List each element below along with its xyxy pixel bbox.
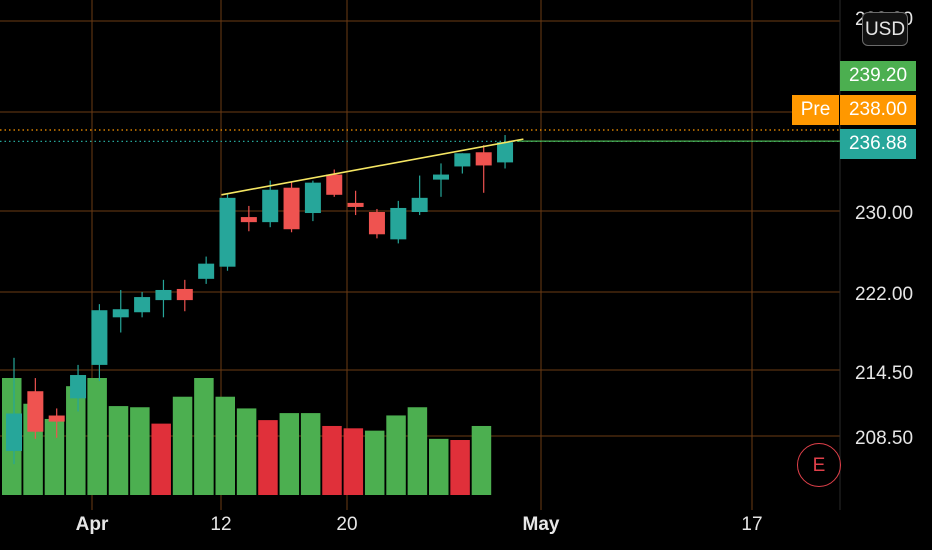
candle-body	[411, 197, 428, 213]
x-axis-tick-label: May	[523, 514, 560, 535]
trendline-segment	[221, 138, 524, 196]
volume-bar	[151, 423, 171, 495]
volume-bar	[108, 406, 129, 495]
volume-bar	[44, 418, 65, 495]
y-axis-tick-label: 230.00	[855, 203, 913, 224]
candle-body	[433, 174, 449, 180]
x-axis-labels: Apr 12 20 May 17	[76, 514, 763, 535]
x-axis-tick-label: 17	[741, 514, 762, 535]
volume-bar	[172, 396, 193, 495]
volume-bar	[258, 420, 278, 495]
volume-bar	[364, 430, 385, 495]
trendline	[221, 138, 524, 196]
volume-bar	[343, 428, 364, 495]
candle-body	[262, 189, 279, 223]
candle-body	[283, 187, 300, 230]
x-axis-tick-label: Apr	[76, 514, 109, 535]
candle-body	[454, 153, 471, 167]
earnings-event-marker[interactable]: E	[797, 443, 841, 487]
volume-bar	[87, 378, 107, 495]
candle-body	[240, 217, 257, 223]
volume-bar	[130, 407, 150, 495]
last-price-tag: 236.88	[840, 129, 916, 159]
volume-bar	[279, 413, 300, 495]
candle-body	[497, 142, 514, 163]
candle-body	[112, 309, 129, 318]
y-axis-tick-label: 214.50	[855, 363, 913, 384]
premarket-label-tag: Pre	[792, 95, 840, 125]
candle-body	[475, 152, 492, 166]
candle-body	[368, 212, 385, 235]
high-price-tag: 239.20	[840, 61, 916, 91]
volume-bar	[66, 386, 86, 495]
volume-bar	[429, 438, 449, 495]
candle-body	[198, 263, 215, 279]
candle-body	[219, 197, 236, 267]
volume-bar	[300, 413, 321, 495]
currency-selector[interactable]: USD	[862, 12, 908, 46]
candle-body	[176, 288, 193, 301]
volume-bar	[194, 378, 214, 495]
candle-body	[134, 297, 151, 313]
candle-body	[27, 391, 44, 432]
price-level-lines	[0, 129, 840, 142]
candle-body	[347, 202, 364, 207]
candle-body	[48, 415, 65, 422]
volume-bar	[386, 415, 406, 495]
x-axis-tick-label: 12	[210, 514, 231, 535]
volume-bar	[236, 408, 257, 495]
premarket-price-tag: 238.00	[840, 95, 916, 125]
y-axis-tick-label: 208.50	[855, 428, 913, 449]
volume-bar	[471, 425, 492, 495]
candle-body	[6, 413, 22, 451]
candle-body	[155, 289, 172, 301]
volume-bar	[450, 440, 470, 495]
volume-bars	[2, 378, 492, 495]
volume-bar	[407, 407, 428, 495]
candles	[6, 135, 514, 465]
candle-body	[91, 310, 108, 365]
candle-body	[70, 375, 87, 399]
candle-body	[390, 207, 407, 240]
y-axis-tick-label: 222.00	[855, 284, 913, 305]
candle-body	[326, 174, 343, 195]
volume-bar	[215, 396, 235, 495]
candle-body	[304, 182, 321, 214]
volume-bar	[322, 425, 342, 495]
x-axis-tick-label: 20	[336, 514, 357, 535]
